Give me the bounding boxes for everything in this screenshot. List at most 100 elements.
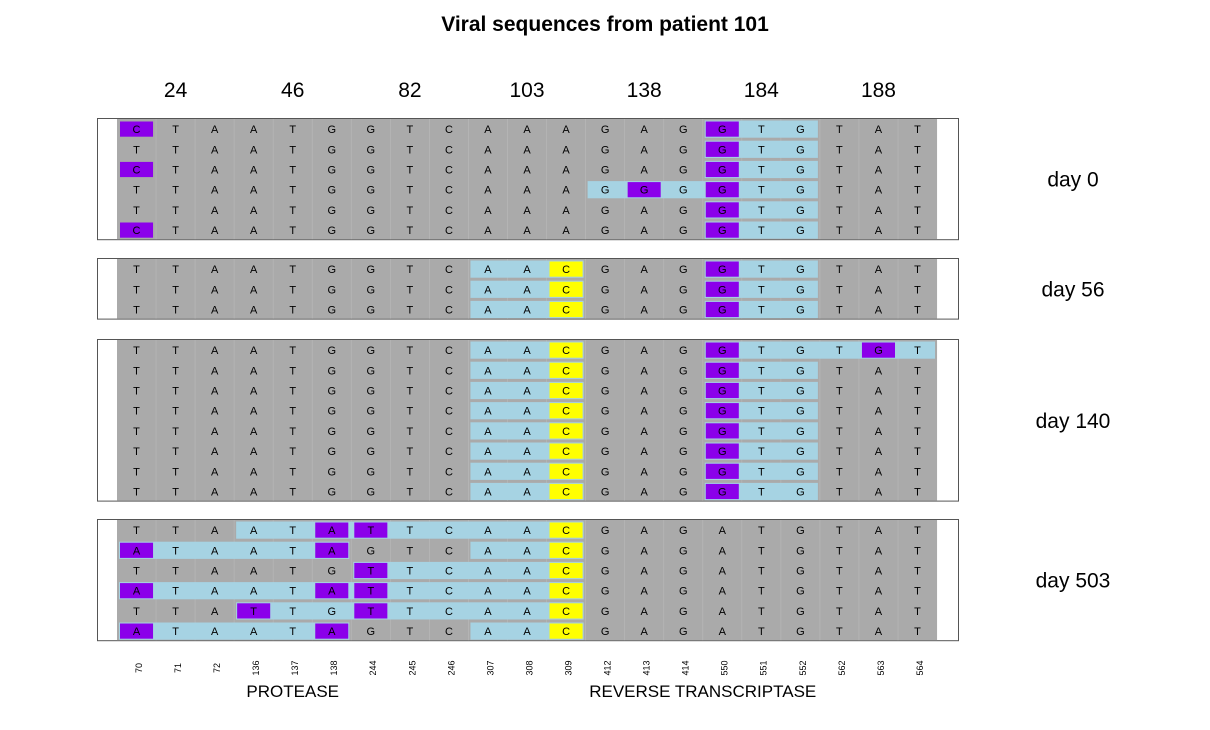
base-letter: A xyxy=(641,566,649,578)
base-letter: T xyxy=(407,545,414,557)
base-letter: T xyxy=(758,124,765,136)
base-letter: T xyxy=(914,185,921,197)
base-letter: T xyxy=(133,525,140,537)
base-letter: G xyxy=(367,426,376,438)
base-letter: T xyxy=(289,545,296,557)
mutated-base-cell xyxy=(315,542,349,558)
base-letter: G xyxy=(327,466,336,478)
base-letter: G xyxy=(796,264,805,276)
base-letter: G xyxy=(601,446,610,458)
base-letter: A xyxy=(641,284,649,296)
base-letter: G xyxy=(327,487,336,499)
base-letter: G xyxy=(601,185,610,197)
base-letter: T xyxy=(289,525,296,537)
base-letter: A xyxy=(562,185,570,197)
base-letter: T xyxy=(407,466,414,478)
base-letter: G xyxy=(327,305,336,317)
base-letter: A xyxy=(250,545,258,557)
position-label: 245 xyxy=(407,660,417,675)
base-letter: A xyxy=(523,264,531,276)
changed-codon-cell xyxy=(236,602,584,620)
base-letter: A xyxy=(875,626,883,638)
base-letter: T xyxy=(836,426,843,438)
base-letter: A xyxy=(523,345,531,357)
base-letter: T xyxy=(289,386,296,398)
base-letter: A xyxy=(250,284,258,296)
base-letter: A xyxy=(875,406,883,418)
base-letter: A xyxy=(484,365,492,377)
position-label: 138 xyxy=(329,660,339,675)
base-letter: T xyxy=(836,205,843,217)
base-letter: A xyxy=(484,426,492,438)
base-letter: T xyxy=(172,345,179,357)
base-letter: T xyxy=(289,566,296,578)
position-label: 413 xyxy=(642,660,652,675)
base-letter: A xyxy=(484,566,492,578)
base-letter: G xyxy=(327,566,336,578)
base-letter: C xyxy=(133,124,141,136)
base-letter: A xyxy=(641,264,649,276)
mutated-base-cell xyxy=(315,583,349,599)
base-letter: A xyxy=(641,345,649,357)
base-letter: G xyxy=(679,345,688,357)
base-letter: A xyxy=(250,446,258,458)
base-letter: G xyxy=(327,606,336,618)
base-letter: A xyxy=(133,545,141,557)
base-letter: T xyxy=(914,566,921,578)
base-letter: T xyxy=(289,124,296,136)
base-letter: A xyxy=(211,406,219,418)
mutated-base-cell xyxy=(705,261,739,277)
base-letter: G xyxy=(367,406,376,418)
base-letter: G xyxy=(679,545,688,557)
base-letter: G xyxy=(679,525,688,537)
base-letter: A xyxy=(875,205,883,217)
base-letter: T xyxy=(914,165,921,177)
base-letter: A xyxy=(211,386,219,398)
base-letter: A xyxy=(875,185,883,197)
base-letter: T xyxy=(758,525,765,537)
position-label: 72 xyxy=(212,663,222,673)
base-letter: G xyxy=(718,264,727,276)
panel-group: T T A A T G G T C A A C G A G G T G T A TT T A A T G G T C A A C G A G G T G T… xyxy=(97,258,1105,320)
base-letter: A xyxy=(523,406,531,418)
codon-label: 188 xyxy=(861,79,896,102)
base-letter: C xyxy=(445,144,453,156)
base-letter: C xyxy=(562,487,570,499)
position-label: 308 xyxy=(524,660,534,675)
base-letter: A xyxy=(523,487,531,499)
base-letter: A xyxy=(484,144,492,156)
base-letter: T xyxy=(407,225,414,237)
base-letter: G xyxy=(679,185,688,197)
base-letter: T xyxy=(407,284,414,296)
base-letter: A xyxy=(484,606,492,618)
base-letter: A xyxy=(484,185,492,197)
base-letter: G xyxy=(601,386,610,398)
highlight-base-cell xyxy=(549,281,583,297)
base-letter: A xyxy=(250,426,258,438)
base-letter: T xyxy=(836,386,843,398)
base-letter: G xyxy=(679,487,688,499)
panel-group: C T A A T G G T C A A A G A G G T G T A TT T A A T G G T C A A A G A G G T G T… xyxy=(97,118,1099,241)
base-letter: C xyxy=(445,124,453,136)
base-letter: T xyxy=(172,165,179,177)
highlight-base-cell xyxy=(549,483,583,500)
base-letter: G xyxy=(796,365,805,377)
position-label: 551 xyxy=(759,660,769,675)
base-letter: C xyxy=(445,386,453,398)
base-letter: A xyxy=(211,345,219,357)
base-letter: T xyxy=(836,165,843,177)
base-letter: A xyxy=(250,185,258,197)
base-letter: G xyxy=(327,264,336,276)
base-letter: T xyxy=(172,225,179,237)
base-letter: T xyxy=(133,144,140,156)
base-letter: A xyxy=(875,545,883,557)
base-letter: G xyxy=(679,124,688,136)
mutated-base-cell xyxy=(627,182,661,198)
mutated-base-cell xyxy=(354,522,388,538)
base-letter: C xyxy=(445,525,453,537)
base-letter: T xyxy=(758,466,765,478)
